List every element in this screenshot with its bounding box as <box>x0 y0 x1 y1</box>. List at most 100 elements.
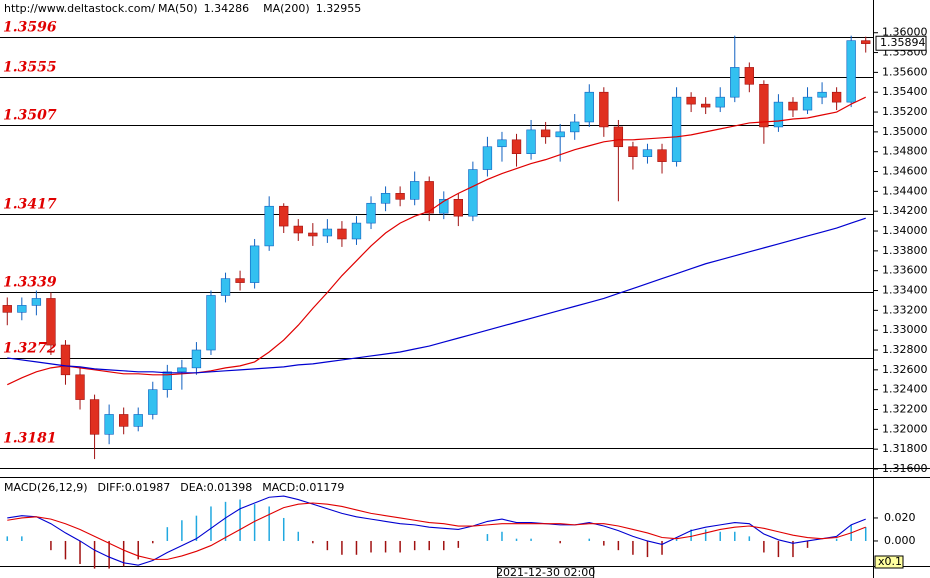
candle-body <box>555 131 565 138</box>
y-tick-label: 1.35600 <box>882 65 928 78</box>
legend-entry: DEA:0.01398 <box>180 481 252 494</box>
level-label: 1.3596 <box>3 20 57 36</box>
candle-body <box>788 101 798 111</box>
candle-body <box>613 126 624 148</box>
y-tick-label: 1.35200 <box>882 105 928 118</box>
candle-body <box>308 232 318 237</box>
y-tick-label: 1.33000 <box>882 323 928 336</box>
candle-body <box>119 414 129 427</box>
candle-body <box>715 96 725 108</box>
y-tick-label: 1.33400 <box>882 284 928 297</box>
candle-body <box>162 371 172 390</box>
legend-value: 1.34286 <box>204 2 250 15</box>
level-label: 1.3507 <box>3 108 57 124</box>
candle-body <box>46 298 56 346</box>
candle-body <box>482 146 493 170</box>
level-label: 1.3555 <box>3 60 57 76</box>
y-tick-label: 1.34400 <box>882 184 928 197</box>
x-tick-label: 2021-12-30 02:00 <box>496 566 595 578</box>
candle-body <box>686 96 696 105</box>
candle-body <box>249 245 260 283</box>
legend-entry: MACD:0.01179 <box>262 481 344 494</box>
candle-body <box>17 305 27 313</box>
ma-line <box>7 96 866 386</box>
candle-body <box>424 181 434 214</box>
y-tick-label: 1.32800 <box>882 343 928 356</box>
candle-body <box>730 67 740 98</box>
candle-body <box>584 91 594 123</box>
y-tick-label: 1.31800 <box>882 442 928 455</box>
legend-value: 1.32955 <box>316 2 362 15</box>
candle-body <box>468 169 478 217</box>
candle-body <box>526 129 536 154</box>
last-price-box <box>875 35 927 51</box>
y-tick-label: 1.31600 <box>882 462 928 475</box>
candle-body <box>599 91 609 128</box>
candle-body <box>861 40 871 44</box>
candle-body <box>89 399 100 435</box>
scale-label: x0.1 <box>878 555 902 568</box>
candle-body <box>264 205 274 247</box>
candle-body <box>453 198 463 217</box>
candle-body <box>31 298 42 306</box>
candle-body <box>206 295 216 351</box>
candle-body <box>148 389 158 415</box>
legend-name: MA(200) <box>263 2 310 15</box>
candle-body <box>75 374 85 400</box>
macd-title: MACD(26,12,9) <box>4 481 88 494</box>
candle-body <box>410 181 420 200</box>
y-tick-label: 1.34200 <box>882 204 928 217</box>
candle-body <box>133 414 143 427</box>
y-tick-label: 1.32000 <box>882 422 928 435</box>
scale-box <box>874 555 904 569</box>
y-tick-label: 1.34000 <box>882 224 928 237</box>
level-label: 1.3272 <box>3 341 57 357</box>
level-label: 1.3181 <box>3 431 57 447</box>
candle-body <box>570 121 580 133</box>
level-label: 1.3339 <box>3 275 57 291</box>
candle-body <box>759 83 769 128</box>
candle-body <box>337 228 347 240</box>
candle-body <box>817 91 827 98</box>
candle-body <box>366 202 376 224</box>
candle-body <box>191 349 202 369</box>
y-tick-label: 0.000 <box>884 534 916 547</box>
candle-body <box>2 305 12 313</box>
candle-body <box>540 129 551 138</box>
candle-body <box>831 91 842 103</box>
y-tick-label: 1.32400 <box>882 383 928 396</box>
candle-body <box>380 193 391 204</box>
legend-name: MA(50) <box>158 2 198 15</box>
y-tick-label: 1.32600 <box>882 363 928 376</box>
y-tick-label: 1.34600 <box>882 165 928 178</box>
candle-body <box>322 228 333 237</box>
legend-entry: DIFF:0.01987 <box>98 481 171 494</box>
candle-body <box>773 101 784 128</box>
macd-line <box>7 495 866 566</box>
source-url: http://www.deltastock.com/ <box>4 2 155 15</box>
ma-line <box>7 217 866 374</box>
candle-body <box>351 222 362 240</box>
candle-body <box>293 225 303 234</box>
candle-body <box>802 96 813 111</box>
candle-body <box>104 414 114 435</box>
y-tick-label: 1.34800 <box>882 145 928 158</box>
candle-body <box>744 67 754 85</box>
candle-body <box>628 146 638 157</box>
x-label-box <box>497 566 595 578</box>
y-tick-label: 1.33200 <box>882 303 928 316</box>
candle-body <box>642 149 653 157</box>
candle-body <box>657 149 667 162</box>
y-tick-label: 1.33600 <box>882 264 928 277</box>
candle-body <box>497 139 507 148</box>
y-tick-label: 1.33800 <box>882 244 928 257</box>
y-tick-label: 1.36000 <box>882 26 928 39</box>
macd-line <box>7 502 866 560</box>
candle-body <box>846 40 856 103</box>
y-tick-label: 1.32200 <box>882 403 928 416</box>
candle-body <box>177 367 187 373</box>
candle-body <box>439 198 449 214</box>
